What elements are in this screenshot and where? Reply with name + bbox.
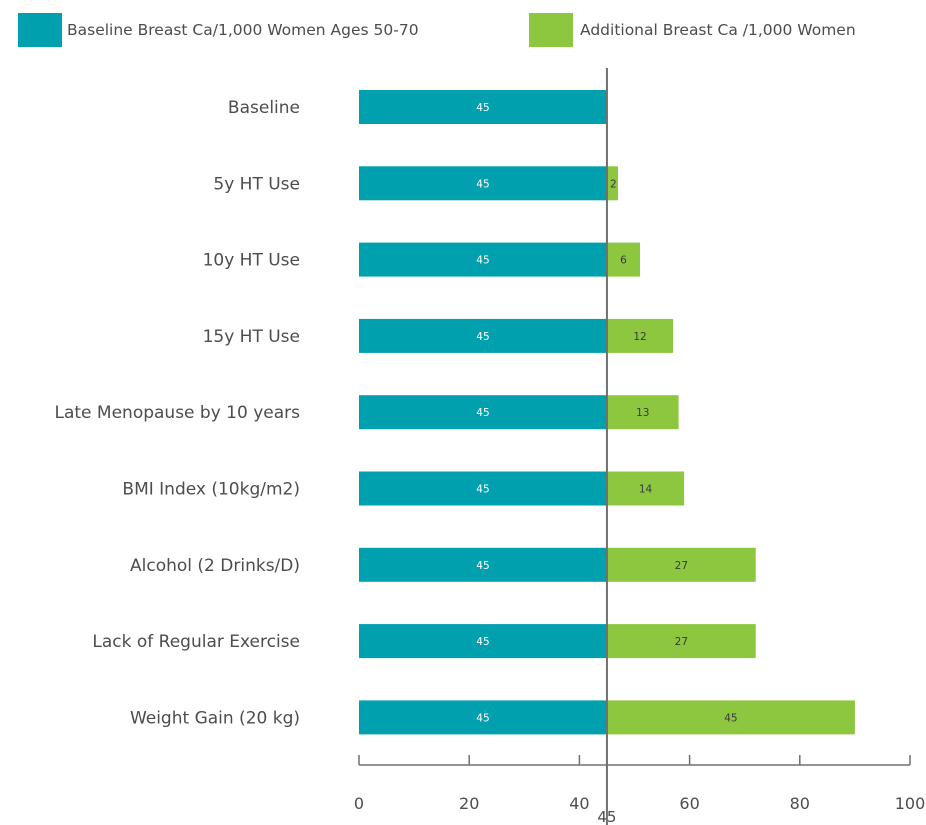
bar-segment xyxy=(606,700,855,735)
data-label: 45 xyxy=(476,636,489,648)
data-label: 45 xyxy=(476,560,489,572)
data-label: 14 xyxy=(639,484,653,496)
x-tick-label: 20 xyxy=(459,794,479,813)
legend-label-additional: Additional Breast Ca /1,000 Women xyxy=(580,21,856,39)
data-label: 45 xyxy=(476,331,489,343)
category-label: Alcohol (2 Drinks/D) xyxy=(130,556,300,576)
category-label: BMI Index (10kg/m2) xyxy=(122,480,300,500)
data-label: 45 xyxy=(476,407,489,419)
data-label: 45 xyxy=(476,255,489,267)
data-label: 12 xyxy=(633,331,646,343)
bar-segment xyxy=(606,242,641,277)
data-label: 45 xyxy=(476,102,489,114)
bar-segment xyxy=(359,700,607,735)
data-label: 27 xyxy=(675,636,688,648)
data-label: 45 xyxy=(476,178,489,190)
category-label: Lack of Regular Exercise xyxy=(92,632,300,652)
data-label: 45 xyxy=(724,712,737,724)
bar-segment xyxy=(359,395,607,430)
data-label: 27 xyxy=(675,560,688,572)
data-label: 13 xyxy=(636,407,649,419)
legend-swatch-baseline xyxy=(18,13,62,47)
bar-segment xyxy=(359,547,607,582)
bar-segment xyxy=(359,471,607,506)
data-label: 45 xyxy=(476,484,489,496)
bar-segment xyxy=(606,471,685,506)
bar-segment xyxy=(359,90,607,124)
legend-swatch-additional xyxy=(529,13,573,47)
x-tick-label: 60 xyxy=(679,794,699,813)
bar-segment xyxy=(359,242,607,277)
category-label: 10y HT Use xyxy=(203,251,300,271)
category-label: 5y HT Use xyxy=(213,174,300,194)
bar-segment xyxy=(606,547,756,582)
x-tick-label: 80 xyxy=(790,794,810,813)
data-label: 45 xyxy=(476,712,489,724)
bar-segment xyxy=(606,318,674,353)
category-label: Baseline xyxy=(228,98,300,118)
category-label: Late Menopause by 10 years xyxy=(55,403,301,423)
x-tick-label: 0 xyxy=(354,794,364,813)
category-label: Weight Gain (20 kg) xyxy=(130,708,300,728)
x-tick-label: 40 xyxy=(569,794,589,813)
data-label: 6 xyxy=(620,255,627,267)
legend-label-baseline: Baseline Breast Ca/1,000 Women Ages 50-7… xyxy=(67,21,419,39)
bar-segment xyxy=(606,624,756,659)
bar-segment xyxy=(359,318,607,353)
bar-segment xyxy=(606,166,618,201)
bar-segment xyxy=(359,624,607,659)
bar-segment xyxy=(606,395,679,430)
data-label: 2 xyxy=(610,178,617,190)
category-label: 15y HT Use xyxy=(203,327,300,347)
x-tick-label: 100 xyxy=(895,794,926,813)
bar-segment xyxy=(359,166,607,201)
reference-line-label: 45 xyxy=(597,808,616,825)
